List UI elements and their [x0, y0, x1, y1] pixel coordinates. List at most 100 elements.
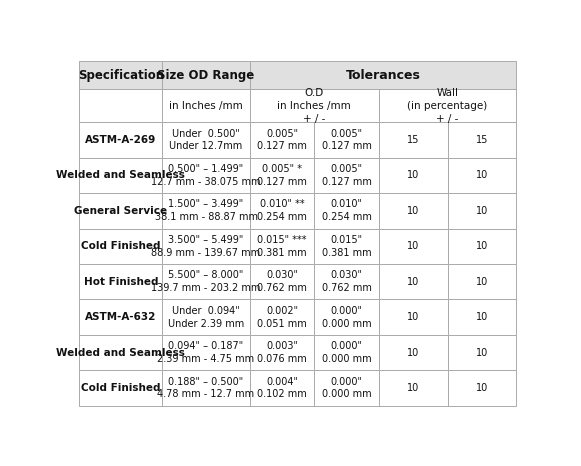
- Text: Tolerances: Tolerances: [346, 69, 421, 82]
- Bar: [314, 300, 379, 335]
- Text: 10: 10: [407, 171, 419, 180]
- Text: 0.005"
0.127 mm: 0.005" 0.127 mm: [322, 164, 372, 187]
- Text: 10: 10: [407, 206, 419, 216]
- Bar: [80, 62, 162, 89]
- Bar: [379, 89, 516, 122]
- Bar: [162, 300, 250, 335]
- Bar: [162, 229, 250, 264]
- Text: 0.003"
0.076 mm: 0.003" 0.076 mm: [257, 341, 307, 364]
- Bar: [379, 300, 447, 335]
- Text: 0.000"
0.000 mm: 0.000" 0.000 mm: [322, 341, 371, 364]
- Text: Under  0.500"
Under 12.7mm: Under 0.500" Under 12.7mm: [170, 129, 243, 151]
- Bar: [250, 158, 314, 193]
- Text: 0.005" *
0.127 mm: 0.005" * 0.127 mm: [257, 164, 307, 187]
- Bar: [250, 335, 314, 370]
- Bar: [314, 122, 379, 158]
- Text: 0.000"
0.000 mm: 0.000" 0.000 mm: [322, 377, 371, 399]
- Text: Welded and Seamless: Welded and Seamless: [56, 171, 185, 180]
- Text: 1.500" – 3.499"
38.1 mm - 88.87 mm: 1.500" – 3.499" 38.1 mm - 88.87 mm: [155, 199, 257, 222]
- Text: 0.010"
0.254 mm: 0.010" 0.254 mm: [322, 199, 372, 222]
- Text: 0.094" – 0.187"
2.39 mm - 4.75 mm: 0.094" – 0.187" 2.39 mm - 4.75 mm: [157, 341, 254, 364]
- Text: 10: 10: [407, 312, 419, 322]
- Bar: [314, 158, 379, 193]
- Bar: [250, 122, 314, 158]
- Bar: [447, 229, 516, 264]
- Bar: [162, 264, 250, 300]
- Bar: [379, 229, 447, 264]
- Bar: [162, 193, 250, 229]
- Text: Size OD Range: Size OD Range: [157, 69, 254, 82]
- Bar: [314, 370, 379, 406]
- Text: 10: 10: [476, 241, 488, 251]
- Text: Hot Finished: Hot Finished: [84, 277, 158, 287]
- Text: 3.500" – 5.499"
88.9 mm - 139.67 mm: 3.500" – 5.499" 88.9 mm - 139.67 mm: [152, 235, 261, 258]
- Bar: [250, 300, 314, 335]
- Bar: [250, 89, 379, 122]
- Bar: [250, 193, 314, 229]
- Bar: [80, 89, 162, 122]
- Bar: [379, 335, 447, 370]
- Bar: [80, 158, 162, 193]
- Bar: [162, 122, 250, 158]
- Text: Welded and Seamless: Welded and Seamless: [56, 348, 185, 357]
- Text: 10: 10: [476, 348, 488, 357]
- Text: 10: 10: [407, 277, 419, 287]
- Text: O.D
in Inches /mm
+ / -: O.D in Inches /mm + / -: [278, 88, 352, 123]
- Bar: [447, 193, 516, 229]
- Bar: [80, 193, 162, 229]
- Bar: [314, 229, 379, 264]
- Text: in Inches /mm: in Inches /mm: [169, 101, 243, 111]
- Text: Cold Finished: Cold Finished: [81, 241, 160, 251]
- Bar: [162, 89, 250, 122]
- Bar: [250, 264, 314, 300]
- Text: 0.005"
0.127 mm: 0.005" 0.127 mm: [322, 129, 372, 151]
- Text: 0.030"
0.762 mm: 0.030" 0.762 mm: [257, 270, 307, 293]
- Bar: [162, 62, 250, 89]
- Text: Cold Finished: Cold Finished: [81, 383, 160, 393]
- Bar: [379, 370, 447, 406]
- Text: 10: 10: [407, 383, 419, 393]
- Text: 0.002"
0.051 mm: 0.002" 0.051 mm: [257, 306, 307, 329]
- Text: General Service: General Service: [74, 206, 167, 216]
- Text: Specification: Specification: [78, 69, 164, 82]
- Bar: [80, 335, 162, 370]
- Bar: [314, 193, 379, 229]
- Bar: [447, 335, 516, 370]
- Text: 0.004"
0.102 mm: 0.004" 0.102 mm: [257, 377, 307, 399]
- Text: 15: 15: [407, 135, 419, 145]
- Text: 10: 10: [476, 312, 488, 322]
- Bar: [80, 300, 162, 335]
- Text: 0.015" ***
0.381 mm: 0.015" *** 0.381 mm: [257, 235, 307, 258]
- Bar: [447, 370, 516, 406]
- Bar: [314, 335, 379, 370]
- Bar: [250, 229, 314, 264]
- Text: 10: 10: [407, 241, 419, 251]
- Text: 10: 10: [407, 348, 419, 357]
- Bar: [447, 264, 516, 300]
- Text: 0.015"
0.381 mm: 0.015" 0.381 mm: [322, 235, 371, 258]
- Bar: [379, 158, 447, 193]
- Bar: [250, 62, 516, 89]
- Text: Wall
(in percentage)
+ / -: Wall (in percentage) + / -: [407, 88, 487, 123]
- Text: 0.030"
0.762 mm: 0.030" 0.762 mm: [322, 270, 372, 293]
- Text: 0.188" – 0.500"
4.78 mm - 12.7 mm: 0.188" – 0.500" 4.78 mm - 12.7 mm: [157, 377, 254, 399]
- Text: 10: 10: [476, 206, 488, 216]
- Text: 10: 10: [476, 383, 488, 393]
- Text: ASTM-A-269: ASTM-A-269: [85, 135, 156, 145]
- Bar: [80, 229, 162, 264]
- Text: 5.500" – 8.000"
139.7 mm - 203.2 mm: 5.500" – 8.000" 139.7 mm - 203.2 mm: [152, 270, 261, 293]
- Bar: [379, 264, 447, 300]
- Bar: [162, 370, 250, 406]
- Text: 0.500" – 1.499"
12.7 mm - 38.075 mm: 0.500" – 1.499" 12.7 mm - 38.075 mm: [151, 164, 261, 187]
- Bar: [162, 335, 250, 370]
- Bar: [80, 264, 162, 300]
- Bar: [162, 158, 250, 193]
- Text: 10: 10: [476, 171, 488, 180]
- Bar: [447, 300, 516, 335]
- Text: Under  0.094"
Under 2.39 mm: Under 0.094" Under 2.39 mm: [168, 306, 244, 329]
- Bar: [379, 122, 447, 158]
- Text: 0.010" **
0.254 mm: 0.010" ** 0.254 mm: [257, 199, 307, 222]
- Bar: [250, 370, 314, 406]
- Bar: [447, 122, 516, 158]
- Bar: [80, 122, 162, 158]
